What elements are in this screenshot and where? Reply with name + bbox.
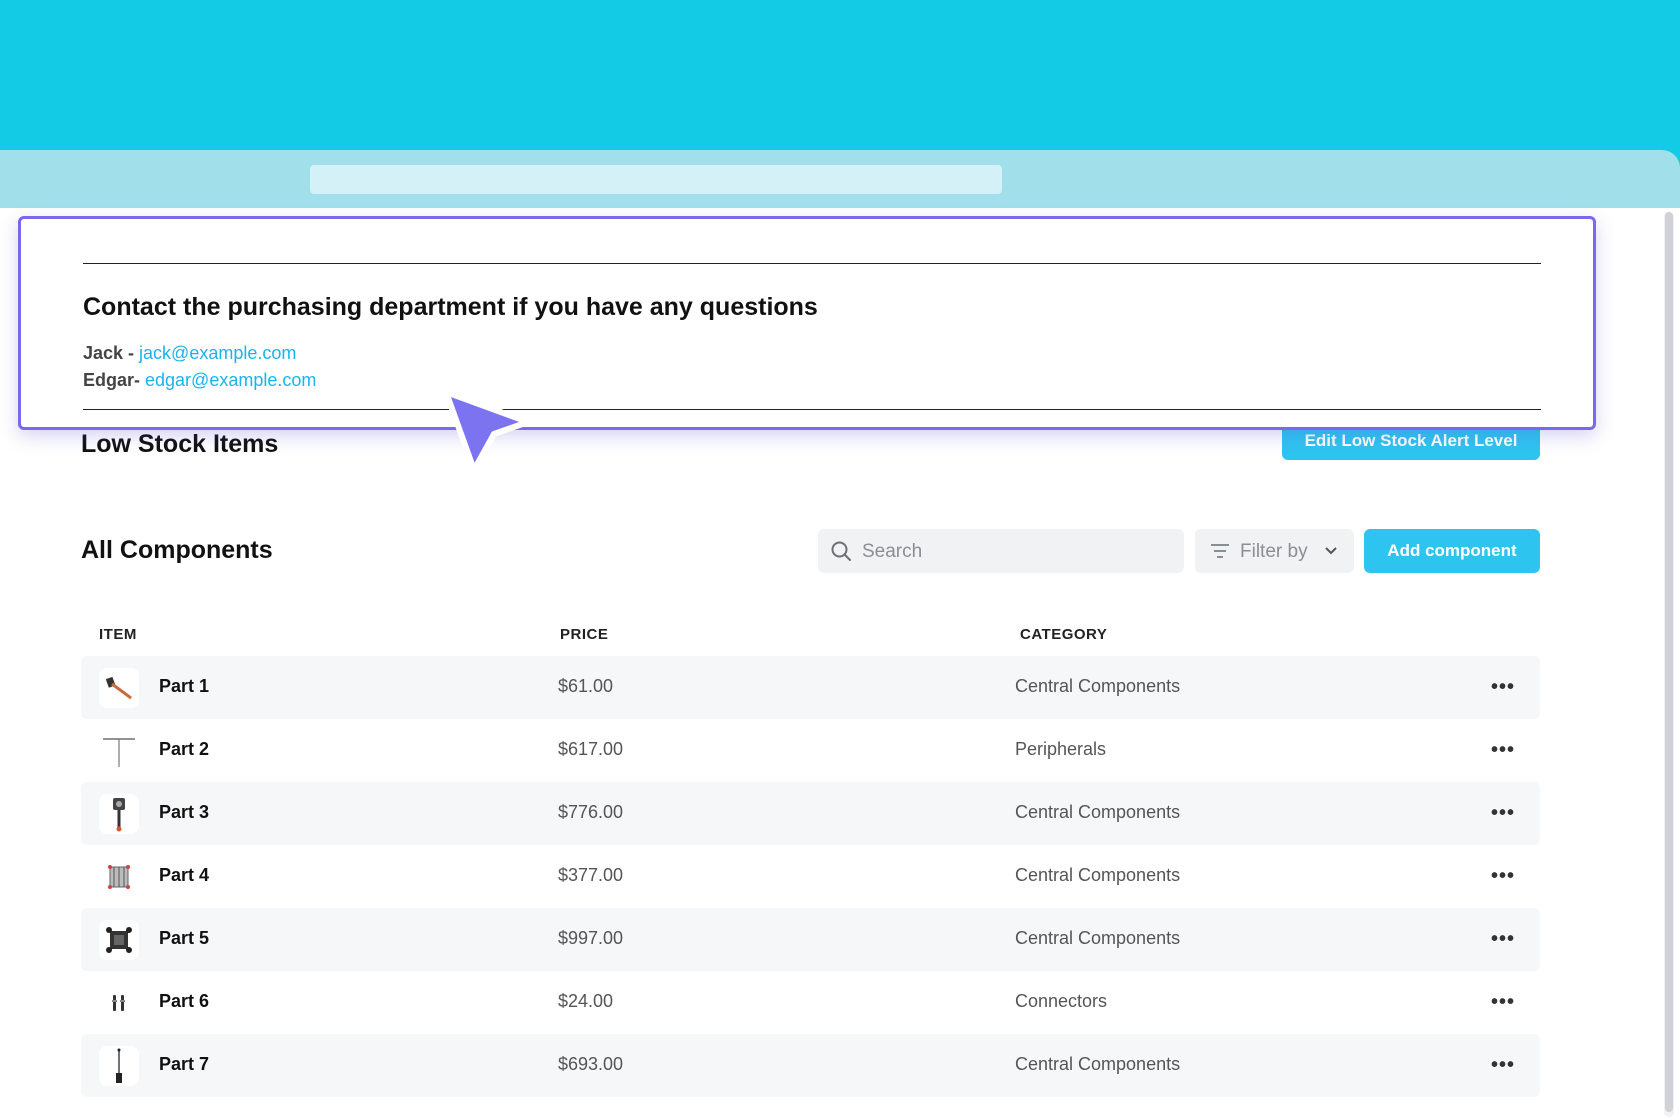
column-header-price[interactable]: PRICE <box>560 626 609 643</box>
contact-panel: Contact the purchasing department if you… <box>18 216 1596 430</box>
item-name: Part 5 <box>159 928 210 948</box>
table-row[interactable]: Part 5 $997.00 Central Components ••• <box>81 908 1540 971</box>
table-row[interactable]: Part 3 $776.00 Central Components ••• <box>81 782 1540 845</box>
item-name: Part 3 <box>159 802 210 822</box>
item-category: Central Components <box>1015 802 1181 822</box>
contact-jack: Jack - jack@example.com <box>83 343 296 364</box>
contact-name: Edgar- <box>83 370 146 390</box>
filter-label: Filter by <box>1240 541 1308 562</box>
more-options-icon[interactable]: ••• <box>1491 676 1516 698</box>
item-price: $617.00 <box>558 739 624 759</box>
item-price: $377.00 <box>558 865 624 885</box>
item-name: Part 4 <box>159 865 210 885</box>
browser-chrome <box>0 150 1680 208</box>
item-category: Peripherals <box>1015 739 1107 759</box>
email-link[interactable]: edgar@example.com <box>145 370 317 390</box>
search-icon <box>831 541 851 561</box>
components-table: Part 1 $61.00 Central Components ••• Par… <box>81 656 1540 1097</box>
item-price: $776.00 <box>558 802 624 822</box>
item-category: Central Components <box>1015 865 1181 885</box>
more-options-icon[interactable]: ••• <box>1491 739 1516 761</box>
page-content: Contact the purchasing department if you… <box>0 208 1680 1120</box>
bracket-part-icon <box>99 857 139 897</box>
add-component-button[interactable]: Add component <box>1364 529 1540 573</box>
probe-part-icon <box>99 1046 139 1086</box>
item-name: Part 6 <box>159 991 210 1011</box>
address-bar[interactable] <box>310 165 1002 194</box>
filter-dropdown[interactable]: Filter by <box>1195 529 1354 573</box>
divider <box>83 263 1541 264</box>
table-row[interactable]: Part 4 $377.00 Central Components ••• <box>81 845 1540 908</box>
connector-part-icon <box>99 983 139 1023</box>
column-header-category[interactable]: CATEGORY <box>1020 626 1108 643</box>
board-part-icon <box>99 920 139 960</box>
item-price: $693.00 <box>558 1054 624 1074</box>
item-name: Part 7 <box>159 1054 210 1074</box>
search-input[interactable]: Search <box>818 529 1184 573</box>
more-options-icon[interactable]: ••• <box>1491 928 1516 950</box>
filter-icon <box>1211 544 1229 558</box>
sensor-part-icon <box>99 794 139 834</box>
table-row[interactable]: Part 1 $61.00 Central Components ••• <box>81 656 1540 719</box>
antenna-part-icon <box>99 731 139 771</box>
more-options-icon[interactable]: ••• <box>1491 991 1516 1013</box>
email-link[interactable]: jack@example.com <box>139 343 297 363</box>
scrollbar[interactable] <box>1664 212 1674 1117</box>
item-category: Central Components <box>1015 1054 1181 1074</box>
contact-name: Jack - <box>83 343 140 363</box>
all-components-title: All Components <box>81 536 273 564</box>
item-name: Part 1 <box>159 676 210 696</box>
scrollbar-thumb[interactable] <box>1665 212 1673 1112</box>
item-category: Central Components <box>1015 928 1181 948</box>
low-stock-title: Low Stock Items <box>81 430 279 458</box>
search-placeholder: Search <box>862 541 923 562</box>
hammer-part-icon <box>99 668 139 708</box>
cursor-pointer-icon <box>443 389 531 473</box>
item-price: $24.00 <box>558 991 614 1011</box>
divider <box>83 409 1541 410</box>
item-name: Part 2 <box>159 739 210 759</box>
contact-edgar: Edgar- edgar@example.com <box>83 370 316 391</box>
item-price: $61.00 <box>558 676 614 696</box>
more-options-icon[interactable]: ••• <box>1491 1054 1516 1076</box>
item-category: Connectors <box>1015 991 1108 1011</box>
more-options-icon[interactable]: ••• <box>1491 802 1516 824</box>
chevron-down-icon <box>1325 547 1337 555</box>
table-row[interactable]: Part 6 $24.00 Connectors ••• <box>81 971 1540 1034</box>
column-header-item[interactable]: ITEM <box>99 626 137 643</box>
table-row[interactable]: Part 7 $693.00 Central Components ••• <box>81 1034 1540 1097</box>
item-price: $997.00 <box>558 928 624 948</box>
item-category: Central Components <box>1015 676 1181 696</box>
more-options-icon[interactable]: ••• <box>1491 865 1516 887</box>
contact-title: Contact the purchasing department if you… <box>83 293 818 321</box>
table-row[interactable]: Part 2 $617.00 Peripherals ••• <box>81 719 1540 782</box>
